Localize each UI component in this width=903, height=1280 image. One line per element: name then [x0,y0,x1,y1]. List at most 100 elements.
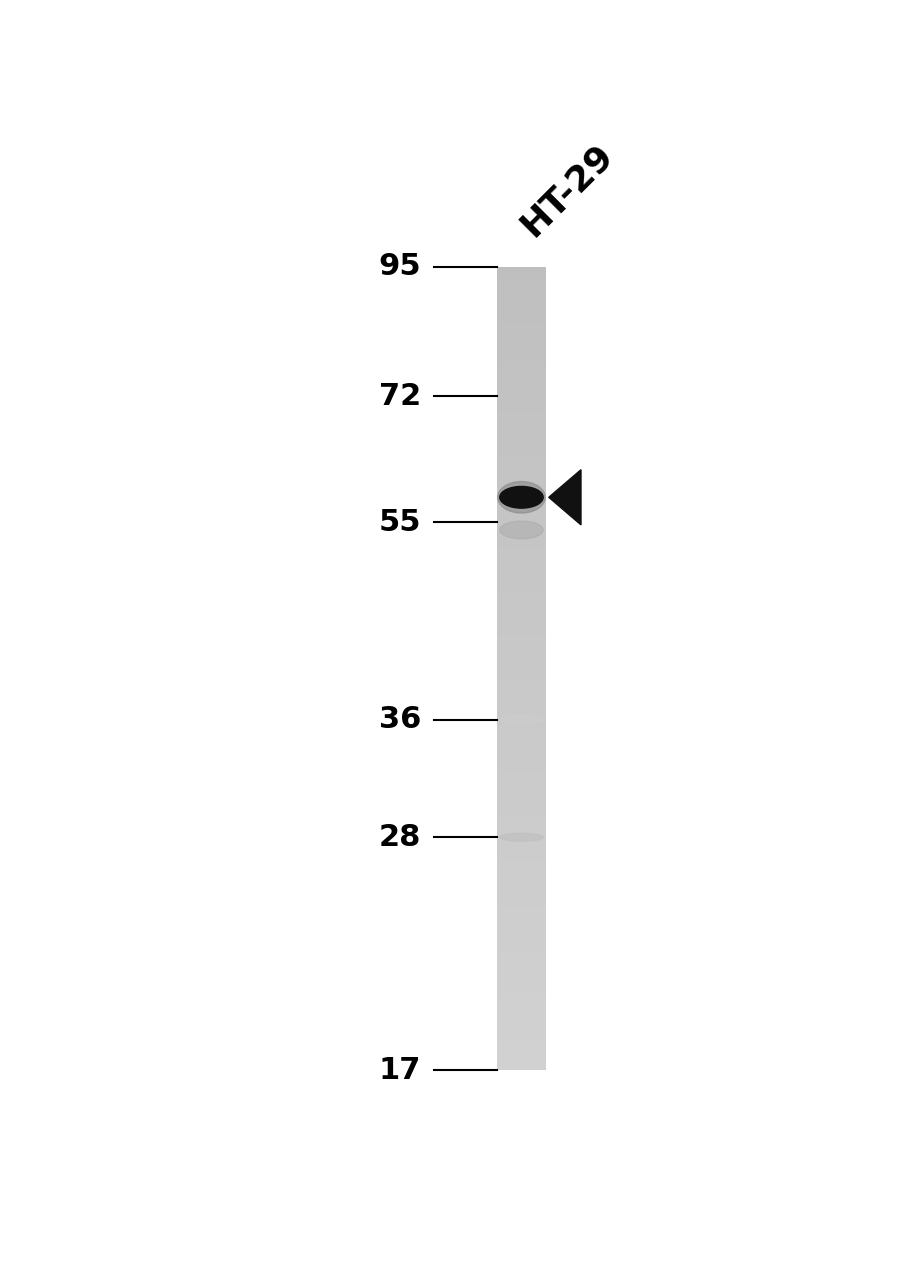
Bar [497,285,545,288]
Bar [497,401,545,403]
Bar [497,744,545,746]
Bar [497,599,545,602]
Bar [497,513,545,516]
Bar [497,845,545,847]
Bar [497,425,545,428]
Bar [497,899,545,901]
Bar [497,317,545,320]
Bar [497,489,545,492]
Bar [497,564,545,567]
Bar [497,765,545,768]
Bar [497,476,545,479]
Bar [497,307,545,310]
Bar [497,695,545,698]
Bar [497,497,545,500]
Bar [497,585,545,589]
Bar [497,506,545,508]
Bar [497,460,545,462]
Bar [497,577,545,580]
Bar [497,438,545,442]
Bar [497,996,545,998]
Bar [497,403,545,406]
Bar [497,680,545,682]
Bar [497,942,545,945]
Bar [497,992,545,996]
Bar [497,371,545,374]
Bar [497,730,545,733]
Bar [497,813,545,815]
Bar [497,998,545,1001]
Bar [497,778,545,781]
Bar [497,297,545,300]
Bar [497,739,545,741]
Bar [497,396,545,398]
Bar [497,462,545,465]
Bar [497,797,545,800]
Bar [497,361,545,364]
Bar [497,369,545,371]
Bar [497,329,545,332]
Bar [497,435,545,438]
Ellipse shape [499,486,543,508]
Bar [497,559,545,562]
Bar [497,663,545,666]
Bar [497,417,545,420]
Bar [497,982,545,984]
Bar [497,503,545,506]
Bar [497,1036,545,1038]
Bar [497,910,545,913]
Bar [497,550,545,553]
Bar [497,288,545,291]
Bar [497,481,545,484]
Ellipse shape [499,833,543,841]
Bar [497,896,545,899]
Ellipse shape [497,481,545,513]
Bar [497,818,545,822]
Bar [497,562,545,564]
Bar [497,553,545,556]
Bar [497,800,545,803]
Bar [497,881,545,883]
Bar [497,937,545,940]
Bar [497,795,545,797]
Bar [497,751,545,754]
Bar [497,1011,545,1014]
Bar [497,641,545,644]
Bar [497,963,545,966]
Bar [497,582,545,585]
Bar [497,832,545,835]
Bar [497,754,545,756]
Bar [497,275,545,278]
Bar [497,293,545,297]
Bar [497,430,545,433]
Bar [497,614,545,618]
Text: 55: 55 [378,508,421,536]
Bar [497,323,545,326]
Bar [497,580,545,582]
Bar [497,984,545,987]
Bar [497,712,545,714]
Bar [497,915,545,918]
Bar [497,406,545,408]
Bar [497,925,545,928]
Bar [497,829,545,832]
Bar [497,763,545,765]
Bar [497,692,545,695]
Bar [497,623,545,626]
Bar [497,1006,545,1009]
Bar [497,1041,545,1043]
Bar [497,1001,545,1004]
Bar [497,524,545,526]
Bar [497,1028,545,1030]
Bar [497,1065,545,1068]
Bar [497,671,545,675]
Bar [497,412,545,415]
Text: HT-29: HT-29 [514,137,619,242]
Text: 36: 36 [378,705,421,735]
Bar [497,783,545,786]
Bar [497,666,545,668]
Bar [497,305,545,307]
Bar [497,634,545,636]
Bar [497,972,545,974]
Bar [497,492,545,494]
